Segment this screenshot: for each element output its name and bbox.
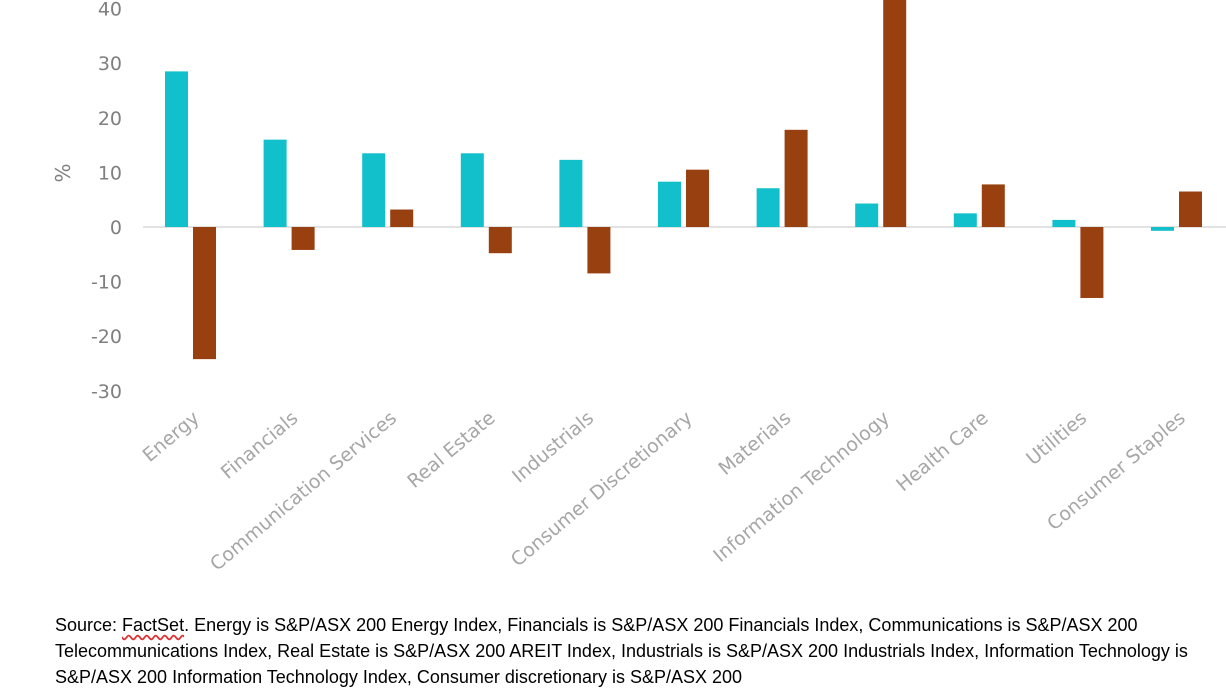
bar-series-b xyxy=(1080,227,1104,298)
bar-series-a xyxy=(953,213,977,227)
y-tick-label: 0 xyxy=(110,217,122,239)
bar-series-a xyxy=(559,159,583,227)
bar-series-a xyxy=(658,181,681,227)
y-axis-title: % xyxy=(51,163,75,182)
bar-series-b xyxy=(193,227,216,360)
bar-series-a xyxy=(855,203,879,227)
chart-area: 40 30 20 10 0 -10 -20 -30 Energy Financials Commu… xyxy=(51,0,1226,576)
bar-series-b xyxy=(1179,191,1202,227)
y-tick-label: -20 xyxy=(91,326,122,348)
y-tick-label: 10 xyxy=(98,162,122,184)
x-category-label: Communication Services xyxy=(206,407,401,576)
bar-series-a xyxy=(1052,219,1076,227)
x-category-label: Consumer Discretionary xyxy=(507,407,697,571)
bar-series-a xyxy=(1151,227,1174,231)
y-tick-label: 30 xyxy=(98,53,122,75)
x-category-label: Real Estate xyxy=(403,407,499,493)
bar-series-a xyxy=(362,153,386,227)
bar-chart: 40 30 20 10 0 -10 -20 -30 Energy FinancialsCommu… xyxy=(51,0,1226,576)
x-category-label: Utilities xyxy=(1022,407,1091,470)
source-name: FactSet xyxy=(122,615,185,635)
x-category-label: Energy xyxy=(139,407,204,467)
bar-series-b xyxy=(291,227,315,250)
source-note: Source: FactSet. Energy is S&P/ASX 200 E… xyxy=(55,612,1205,690)
bar-series-b xyxy=(883,0,907,227)
bar-series-b xyxy=(981,184,1005,227)
x-category-label: Industrials xyxy=(508,407,598,487)
y-tick-label: -10 xyxy=(91,272,122,294)
y-tick-label: 20 xyxy=(98,108,122,130)
bar-series-a xyxy=(756,188,780,227)
bar-series-b xyxy=(587,227,611,274)
bar-series-b xyxy=(488,227,512,254)
bar-series-b xyxy=(390,209,414,227)
y-axis: 40 30 20 10 0 -10 -20 -30 xyxy=(91,0,122,403)
bar-series-b xyxy=(784,129,808,227)
bar-series-a xyxy=(460,153,484,227)
source-prefix: Source: xyxy=(55,615,123,635)
x-category-label: Financials xyxy=(217,407,302,484)
y-tick-label: -30 xyxy=(91,381,122,403)
x-category-label: Materials xyxy=(714,407,795,480)
bar-series-a xyxy=(263,139,287,227)
y-tick-label: 40 xyxy=(98,0,122,21)
x-category-label: Health Care xyxy=(892,407,992,496)
x-category-label: Information Technology xyxy=(709,407,894,567)
bars xyxy=(165,0,1202,360)
source-details: . Energy is S&P/ASX 200 Energy Index, Fi… xyxy=(55,615,1188,687)
bar-series-b xyxy=(686,169,709,227)
bar-series-a xyxy=(165,71,188,227)
